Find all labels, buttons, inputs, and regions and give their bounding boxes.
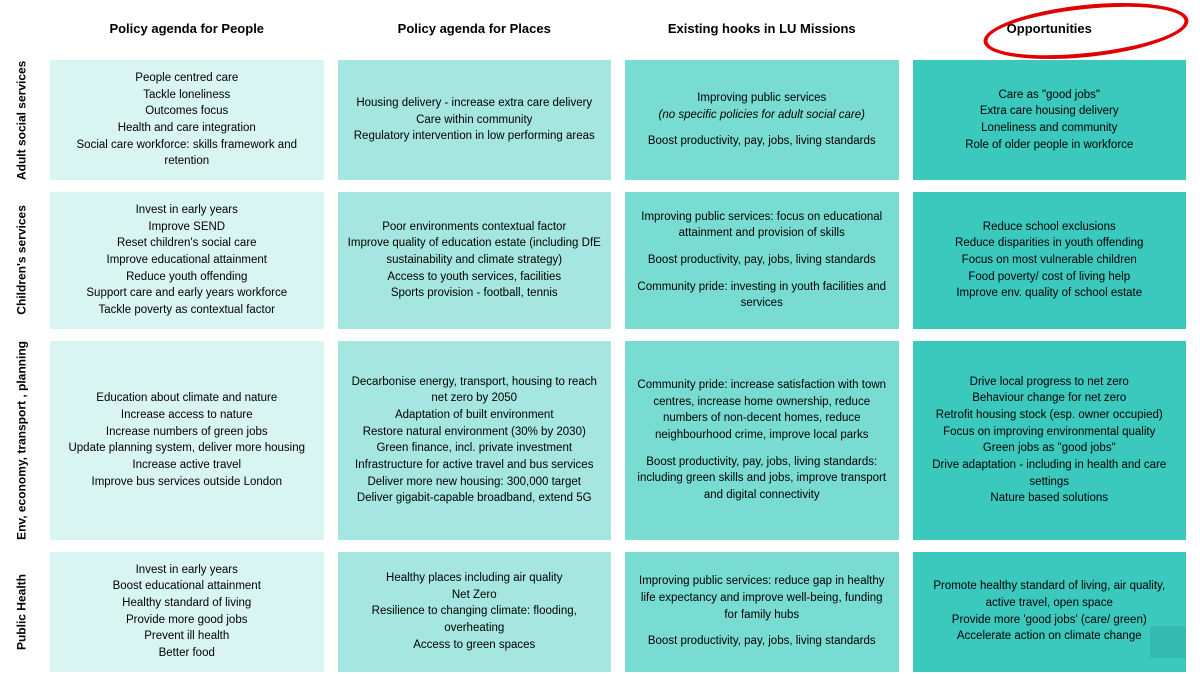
text-line: Extra care housing delivery <box>923 103 1177 120</box>
text-line: Housing delivery - increase extra care d… <box>348 95 602 112</box>
cell-r2-c2: Poor environments contextual factorImpro… <box>338 192 612 329</box>
row-label-adult-social: Adult social services <box>8 60 36 180</box>
text-line: Improve env. quality of school estate <box>923 285 1177 302</box>
text-line: Boost productivity, pay, jobs, living st… <box>635 252 889 269</box>
text-line: Net Zero <box>348 587 602 604</box>
text-line: Reset children's social care <box>60 235 314 252</box>
text-line: Healthy standard of living <box>60 595 314 612</box>
text-line: Deliver gigabit-capable broadband, exten… <box>348 490 602 507</box>
text-line: Nature based solutions <box>923 490 1177 507</box>
cell-r4-c3: Improving public services: reduce gap in… <box>625 552 899 672</box>
text-line: Support care and early years workforce <box>60 285 314 302</box>
text-line: Improve educational attainment <box>60 252 314 269</box>
row-label-children: Children's services <box>8 192 36 329</box>
text-line: Outcomes focus <box>60 103 314 120</box>
cell-r4-c1: Invest in early yearsBoost educational a… <box>50 552 324 672</box>
text-line: Infrastructure for active travel and bus… <box>348 457 602 474</box>
text-line: Health and care integration <box>60 120 314 137</box>
text-line: Green jobs as "good jobs" <box>923 440 1177 457</box>
text-line: Better food <box>60 645 314 662</box>
text-line: Promote healthy standard of living, air … <box>923 578 1177 611</box>
col-header-places: Policy agenda for Places <box>338 8 612 48</box>
cell-r1-c2: Housing delivery - increase extra care d… <box>338 60 612 180</box>
col-header-lu-missions: Existing hooks in LU Missions <box>625 8 899 48</box>
text-line: Provide more good jobs <box>60 612 314 629</box>
cell-r3-c2: Decarbonise energy, transport, housing t… <box>338 341 612 540</box>
cell-r1-c3: Improving public services (no specific p… <box>625 60 899 180</box>
text-line: Access to youth services, facilities <box>348 269 602 286</box>
text-line: Improve SEND <box>60 219 314 236</box>
text-line: Tackle poverty as contextual factor <box>60 302 314 319</box>
cell-r2-c1: Invest in early yearsImprove SENDReset c… <box>50 192 324 329</box>
text-line: Boost educational attainment <box>60 578 314 595</box>
text-line: Improve bus services outside London <box>60 474 314 491</box>
text-line: Food poverty/ cost of living help <box>923 269 1177 286</box>
text-line: Community pride: increase satisfaction w… <box>635 377 889 444</box>
text-line: Increase numbers of green jobs <box>60 424 314 441</box>
text-line: Drive adaptation - including in health a… <box>923 457 1177 490</box>
text-line: Retrofit housing stock (esp. owner occup… <box>923 407 1177 424</box>
text-line: Adaptation of built environment <box>348 407 602 424</box>
col-header-opportunities: Opportunities <box>913 8 1187 48</box>
row-label-public-health: Public Health <box>8 552 36 672</box>
text-line: Prevent ill health <box>60 628 314 645</box>
text-line: Education about climate and nature <box>60 390 314 407</box>
text-line: Update planning system, deliver more hou… <box>60 440 314 457</box>
text-line: Boost productivity, pay, jobs, living st… <box>635 454 889 504</box>
text-line: Focus on most vulnerable children <box>923 252 1177 269</box>
text-line: Reduce youth offending <box>60 269 314 286</box>
text-line: Boost productivity, pay, jobs, living st… <box>635 633 889 650</box>
text-line: Role of older people in workforce <box>923 137 1177 154</box>
text-line: Improving public services: reduce gap in… <box>635 573 889 623</box>
text-line: Reduce school exclusions <box>923 219 1177 236</box>
text-line-italic: (no specific policies for adult social c… <box>635 107 889 124</box>
cell-r4-c2: Healthy places including air qualityNet … <box>338 552 612 672</box>
text-line: Increase active travel <box>60 457 314 474</box>
text-line: Invest in early years <box>60 562 314 579</box>
text-line: Social care workforce: skills framework … <box>60 137 314 170</box>
text-line: Care as "good jobs" <box>923 87 1177 104</box>
text-line: Focus on improving environmental quality <box>923 424 1177 441</box>
text-line: Decarbonise energy, transport, housing t… <box>348 374 602 407</box>
cell-r1-c1: People centred careTackle lonelinessOutc… <box>50 60 324 180</box>
text-line: Accelerate action on climate change <box>923 628 1177 645</box>
col-header-people: Policy agenda for People <box>50 8 324 48</box>
text-line: Loneliness and community <box>923 120 1177 137</box>
policy-matrix-grid: Policy agenda for People Policy agenda f… <box>8 8 1186 672</box>
cell-r2-c3: Improving public services: focus on educ… <box>625 192 899 329</box>
text-line: Drive local progress to net zero <box>923 374 1177 391</box>
text-line: People centred care <box>60 70 314 87</box>
text-line: Sports provision - football, tennis <box>348 285 602 302</box>
text-line: Provide more 'good jobs' (care/ green) <box>923 612 1177 629</box>
text-line: Deliver more new housing: 300,000 target <box>348 474 602 491</box>
text-line: Tackle loneliness <box>60 87 314 104</box>
cell-r3-c3: Community pride: increase satisfaction w… <box>625 341 899 540</box>
corner-empty <box>8 8 36 48</box>
text-line: Improving public services <box>635 90 889 107</box>
text-line: Improving public services: focus on educ… <box>635 209 889 242</box>
text-line: Improve quality of education estate (inc… <box>348 235 602 268</box>
text-line: Regulatory intervention in low performin… <box>348 128 602 145</box>
text-line: Behaviour change for net zero <box>923 390 1177 407</box>
cell-r1-c4: Care as "good jobs"Extra care housing de… <box>913 60 1187 180</box>
text-line: Poor environments contextual factor <box>348 219 602 236</box>
text-line: Access to green spaces <box>348 637 602 654</box>
text-line: Restore natural environment (30% by 2030… <box>348 424 602 441</box>
text-line: Reduce disparities in youth offending <box>923 235 1177 252</box>
text-line: Boost productivity, pay, jobs, living st… <box>635 133 889 150</box>
cell-r3-c4: Drive local progress to net zeroBehaviou… <box>913 341 1187 540</box>
text-line: Increase access to nature <box>60 407 314 424</box>
text-line: Green finance, incl. private investment <box>348 440 602 457</box>
text-line: Care within community <box>348 112 602 129</box>
text-line: Healthy places including air quality <box>348 570 602 587</box>
text-line: Community pride: investing in youth faci… <box>635 279 889 312</box>
cell-r2-c4: Reduce school exclusionsReduce dispariti… <box>913 192 1187 329</box>
text-line: Invest in early years <box>60 202 314 219</box>
cell-r3-c1: Education about climate and natureIncrea… <box>50 341 324 540</box>
text-line: Resilience to changing climate: flooding… <box>348 603 602 636</box>
cell-r4-c4: Promote healthy standard of living, air … <box>913 552 1187 672</box>
row-label-env-economy: Env, economy, transport , planning <box>8 341 36 540</box>
